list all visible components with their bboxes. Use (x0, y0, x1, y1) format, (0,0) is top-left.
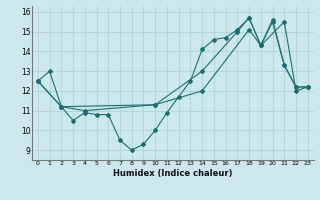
X-axis label: Humidex (Indice chaleur): Humidex (Indice chaleur) (113, 169, 233, 178)
